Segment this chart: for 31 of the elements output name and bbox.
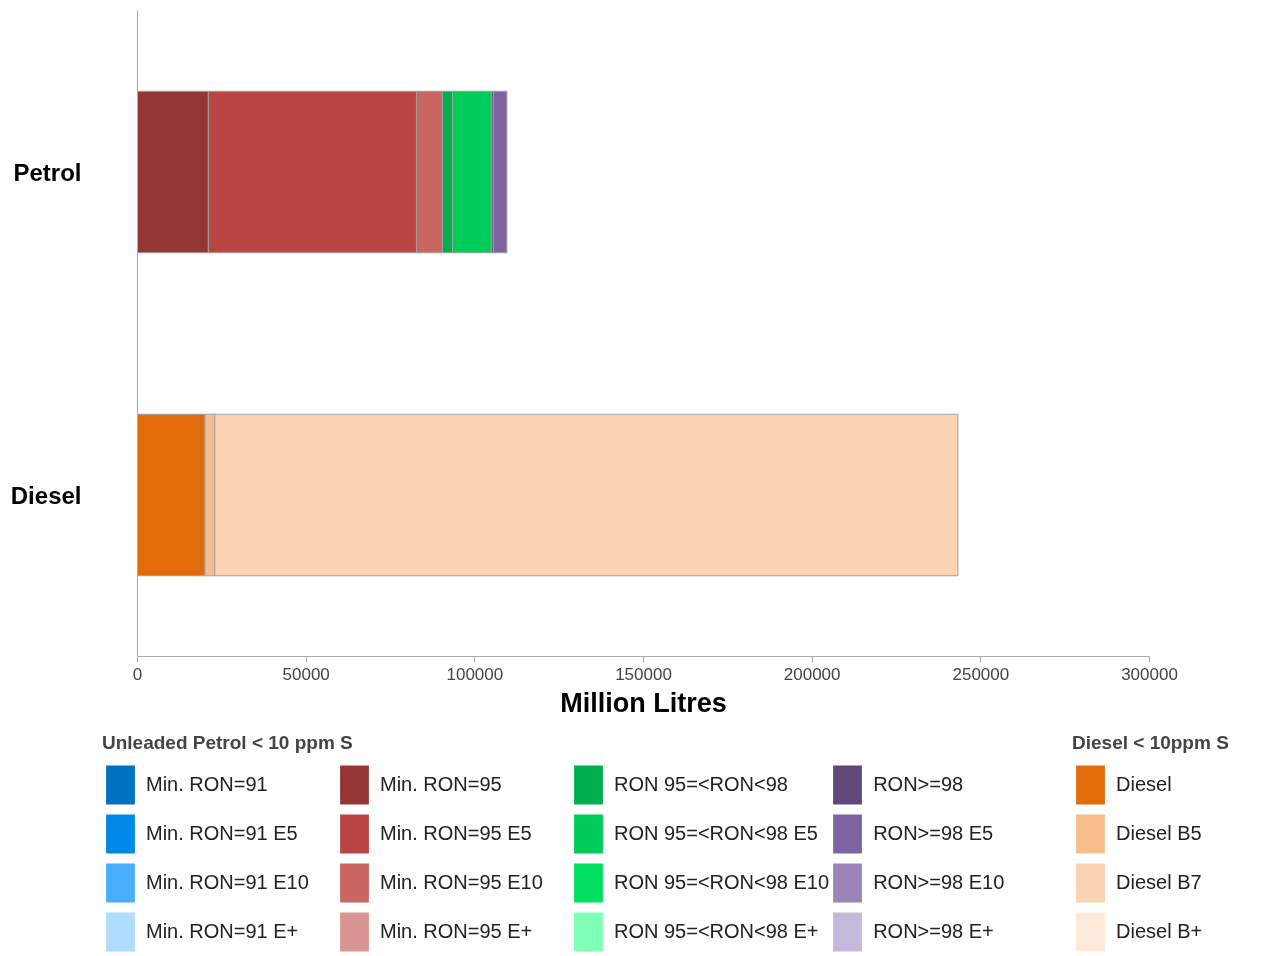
text: Diesel < 10ppm S — [1072, 732, 1230, 754]
legend-label: RON 95=<RON<98 — [614, 772, 789, 797]
legend-label: RON>=98 E10 — [873, 870, 1006, 895]
x-tick-label: 250000 — [952, 664, 1010, 684]
x-tick-label: 100000 — [446, 664, 504, 684]
x-tick-label: 150000 — [615, 664, 672, 684]
legend-label: Min. RON=91 E10 — [146, 870, 310, 895]
legend-label: Diesel B5 — [1116, 821, 1203, 846]
legend-label: Diesel — [1116, 772, 1173, 797]
legend-label: RON 95=<RON<98 E+ — [614, 919, 819, 944]
x-axis-title: Million Litres — [560, 687, 727, 718]
legend-label: Min. RON=95 E10 — [380, 870, 544, 895]
legend-label: RON>=98 E+ — [873, 919, 995, 944]
x-tick-label: 200000 — [783, 664, 841, 684]
x-tick-label: 300000 — [1121, 664, 1178, 684]
legend-label: Min. RON=95 — [380, 772, 503, 797]
legend-label: Min. RON=95 E+ — [380, 919, 534, 944]
text: Unleaded Petrol < 10 ppm S — [102, 732, 354, 754]
legend-label: Diesel B+ — [1116, 919, 1204, 944]
legend-label: Min. RON=91 E+ — [146, 919, 300, 944]
legend-label: Diesel B7 — [1116, 870, 1203, 895]
legend-label: RON 95=<RON<98 E5 — [614, 821, 818, 846]
legend-label: RON 95=<RON<98 E10 — [614, 870, 830, 895]
legend-label: Min. RON=91 — [146, 772, 269, 797]
x-tick-label: 50000 — [282, 664, 330, 684]
legend-label: RON>=98 E5 — [873, 821, 995, 846]
legend-label: Min. RON=91 E5 — [146, 821, 299, 846]
legend-label: RON>=98 — [873, 772, 965, 797]
legend-label: Min. RON=95 E5 — [380, 821, 533, 846]
x-tick-label: 0 — [132, 664, 143, 684]
y-tick-label: Petrol — [13, 158, 82, 186]
